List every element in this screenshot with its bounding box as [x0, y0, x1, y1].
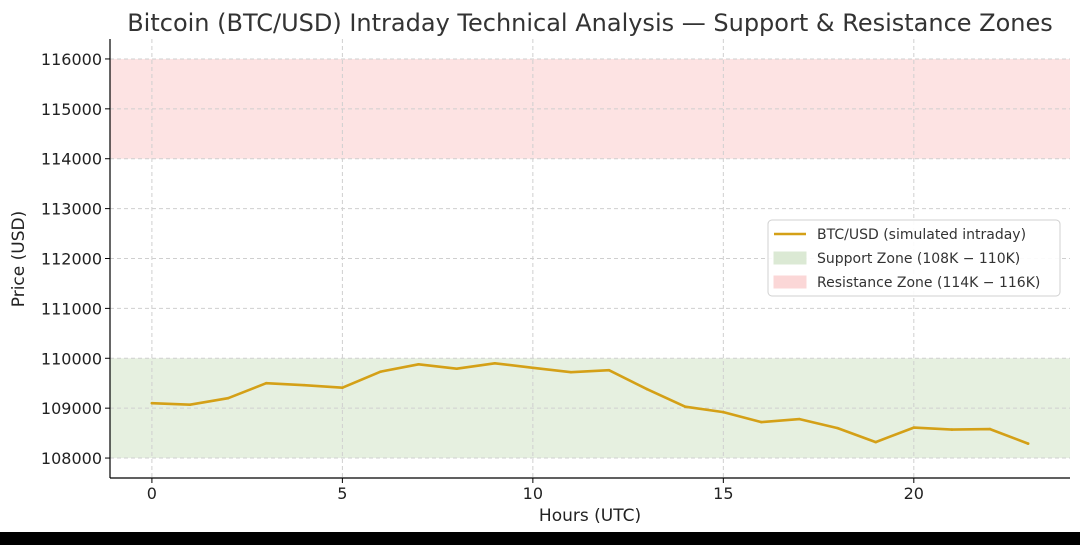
data-point: [950, 428, 954, 431]
data-point: [760, 420, 763, 424]
data-point: [264, 381, 268, 385]
data-point: [645, 387, 649, 391]
y-tick-label: 109000: [41, 399, 102, 418]
x-tick-label: 5: [337, 484, 347, 503]
legend-label-support: Support Zone (108K − 110K): [817, 251, 1020, 267]
legend-swatch-resistance: [773, 275, 807, 289]
data-point: [722, 410, 725, 414]
legend-box: [767, 219, 1061, 297]
ticks-layer: 0 5 10 15 20 108000 109000 110000 111000 112000 11…: [41, 50, 924, 503]
x-tick-label: 0: [147, 484, 157, 503]
x-axis-label: Hours (UTC): [539, 506, 641, 526]
y-tick-label: 111000: [41, 299, 102, 318]
data-point: [607, 368, 611, 372]
series-layer: [150, 361, 1030, 445]
legend: BTC/USD (simulated intraday) Support Zone…: [767, 219, 1061, 297]
x-tick-label: 10: [523, 484, 543, 503]
data-point: [988, 427, 992, 431]
legend-label-resistance: Resistance Zone (114K − 116K): [817, 275, 1040, 291]
bottom-bar: [0, 532, 1080, 545]
data-point: [531, 366, 535, 370]
y-axis-label: Price (USD): [9, 211, 29, 307]
data-point: [493, 361, 497, 365]
data-point: [341, 386, 344, 390]
data-point: [302, 383, 306, 387]
data-point: [417, 362, 420, 366]
data-point: [912, 426, 916, 429]
x-tick-label: 20: [904, 484, 924, 503]
data-point: [569, 370, 573, 374]
data-point: [874, 440, 878, 444]
grid-layer: [110, 39, 1070, 478]
legend-label-series: BTC/USD (simulated intraday): [817, 227, 1026, 243]
data-point: [455, 367, 458, 371]
chart-title: Bitcoin (BTC/USD) Intraday Technical Ana…: [127, 9, 1053, 37]
data-point: [683, 405, 687, 408]
y-tick-label: 115000: [41, 100, 102, 119]
data-point: [226, 396, 230, 400]
y-tick-label: 116000: [41, 50, 102, 69]
legend-swatch-support: [773, 251, 807, 265]
data-point: [379, 370, 382, 374]
data-point: [798, 417, 801, 421]
y-tick-label: 110000: [41, 349, 102, 368]
btc-price-line: [150, 361, 1030, 445]
y-tick-label: 113000: [41, 200, 102, 219]
x-tick-label: 15: [713, 484, 733, 503]
data-point: [188, 403, 192, 406]
y-tick-label: 112000: [41, 250, 102, 269]
data-point: [1026, 442, 1030, 445]
data-point: [836, 426, 839, 430]
y-tick-label: 108000: [41, 449, 102, 468]
data-point: [150, 401, 154, 405]
y-tick-label: 114000: [41, 150, 102, 169]
